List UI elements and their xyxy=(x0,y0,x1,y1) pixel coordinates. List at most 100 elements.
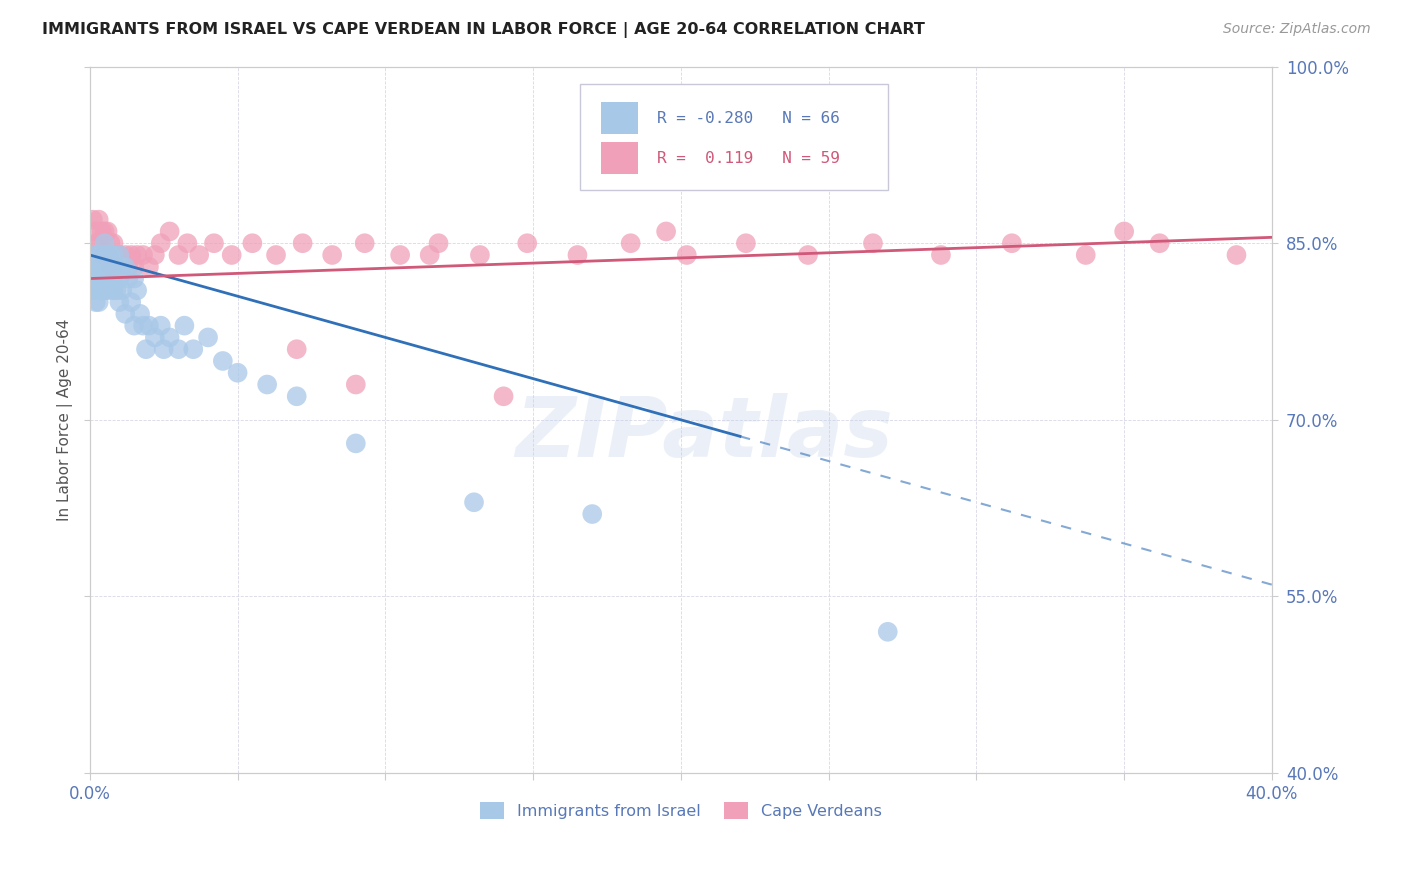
Point xyxy=(132,248,155,262)
Point xyxy=(1114,224,1136,238)
Point xyxy=(84,260,107,274)
Point xyxy=(84,236,107,251)
Point xyxy=(389,248,412,262)
Point xyxy=(427,236,450,251)
Point xyxy=(862,236,884,251)
Point xyxy=(82,212,104,227)
Legend: Immigrants from Israel, Cape Verdeans: Immigrants from Israel, Cape Verdeans xyxy=(474,796,889,825)
Point xyxy=(111,260,134,274)
FancyBboxPatch shape xyxy=(581,84,887,190)
Point xyxy=(114,307,136,321)
Point xyxy=(132,318,155,333)
Point xyxy=(105,248,128,262)
Point xyxy=(114,260,136,274)
Point xyxy=(90,271,112,285)
Point xyxy=(84,248,107,262)
Point xyxy=(264,248,287,262)
Point xyxy=(419,248,441,262)
Point xyxy=(87,248,110,262)
Point xyxy=(111,260,134,274)
Point xyxy=(84,295,107,310)
Point xyxy=(103,283,125,297)
Point xyxy=(103,236,125,251)
Point xyxy=(344,377,367,392)
Point xyxy=(152,342,174,356)
Point xyxy=(344,436,367,450)
Point xyxy=(117,260,139,274)
Point xyxy=(97,248,120,262)
Point xyxy=(90,260,112,274)
Point xyxy=(463,495,485,509)
Point xyxy=(1225,248,1247,262)
Point xyxy=(197,330,219,344)
Point xyxy=(90,248,112,262)
Point xyxy=(143,330,166,344)
Point xyxy=(97,271,120,285)
Point xyxy=(82,271,104,285)
Point xyxy=(105,283,128,297)
Point xyxy=(105,260,128,274)
Point xyxy=(93,271,115,285)
Point xyxy=(87,295,110,310)
Point xyxy=(97,283,120,297)
Point xyxy=(90,283,112,297)
Text: R = -0.280   N = 66: R = -0.280 N = 66 xyxy=(657,111,841,126)
Point xyxy=(221,248,243,262)
Point xyxy=(97,260,120,274)
Point xyxy=(100,260,122,274)
Point xyxy=(87,212,110,227)
Point xyxy=(87,271,110,285)
Point xyxy=(84,224,107,238)
Point xyxy=(321,248,343,262)
Point xyxy=(285,389,308,403)
Point xyxy=(159,224,181,238)
Point xyxy=(108,295,131,310)
Point xyxy=(103,260,125,274)
Point xyxy=(90,224,112,238)
Point xyxy=(226,366,249,380)
Point xyxy=(93,224,115,238)
Point xyxy=(108,248,131,262)
Point xyxy=(127,248,149,262)
Text: IMMIGRANTS FROM ISRAEL VS CAPE VERDEAN IN LABOR FORCE | AGE 20-64 CORRELATION CH: IMMIGRANTS FROM ISRAEL VS CAPE VERDEAN I… xyxy=(42,22,925,38)
Point xyxy=(353,236,375,251)
Point xyxy=(1001,236,1024,251)
Point xyxy=(93,248,115,262)
Point xyxy=(797,248,820,262)
Point xyxy=(581,507,603,521)
Point xyxy=(202,236,225,251)
Point xyxy=(127,283,149,297)
Point xyxy=(285,342,308,356)
Y-axis label: In Labor Force | Age 20-64: In Labor Force | Age 20-64 xyxy=(58,318,73,521)
Point xyxy=(929,248,952,262)
Point xyxy=(100,236,122,251)
Point xyxy=(93,260,115,274)
Point xyxy=(90,248,112,262)
Point xyxy=(620,236,643,251)
Point xyxy=(492,389,515,403)
Point xyxy=(516,236,538,251)
Point xyxy=(135,342,157,356)
Point xyxy=(114,248,136,262)
Point xyxy=(84,283,107,297)
Point xyxy=(93,236,115,251)
Point xyxy=(100,248,122,262)
Point xyxy=(87,260,110,274)
Point xyxy=(82,283,104,297)
Point xyxy=(655,224,678,238)
Point xyxy=(167,248,190,262)
Point xyxy=(138,318,160,333)
Point xyxy=(143,248,166,262)
Point xyxy=(103,248,125,262)
Point xyxy=(735,236,758,251)
Point xyxy=(103,271,125,285)
Point xyxy=(242,236,264,251)
Point xyxy=(97,248,120,262)
Point xyxy=(117,271,139,285)
Point xyxy=(93,283,115,297)
Point xyxy=(122,271,145,285)
Point xyxy=(149,318,172,333)
FancyBboxPatch shape xyxy=(600,102,638,134)
Point xyxy=(876,624,898,639)
Point xyxy=(567,248,589,262)
